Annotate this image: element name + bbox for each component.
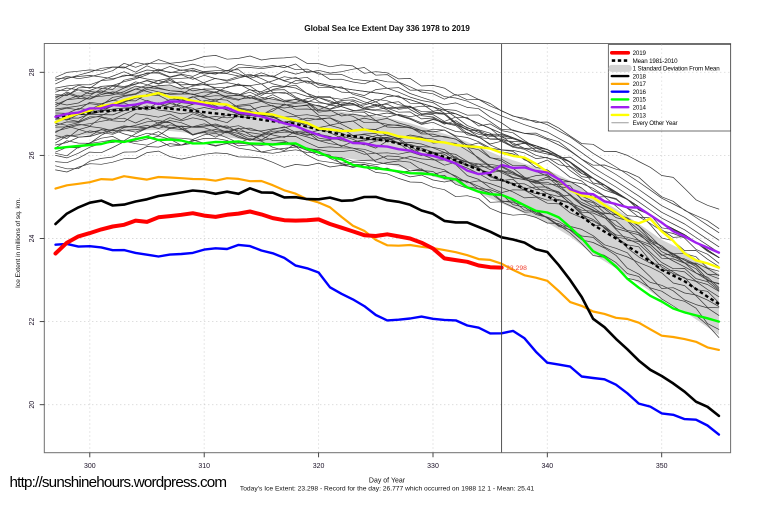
svg-text:2015: 2015 [633, 97, 647, 104]
svg-text:Today's Ice Extent: 23.298 -: Today's Ice Extent: 23.298 - Record for … [240, 486, 534, 493]
svg-text:2018: 2018 [633, 73, 647, 80]
svg-text:28: 28 [29, 68, 36, 76]
svg-text:350: 350 [656, 463, 668, 470]
svg-text:Global Sea Ice Extent Day 336: Global Sea Ice Extent Day 336 1978 to 20… [304, 23, 470, 33]
svg-text:23.298: 23.298 [506, 265, 527, 272]
svg-text:20: 20 [29, 401, 36, 409]
svg-text:26: 26 [29, 151, 36, 159]
svg-text:330: 330 [427, 463, 439, 470]
svg-text:22: 22 [29, 318, 36, 326]
svg-text:1 Standard Deviation From Mean: 1 Standard Deviation From Mean [633, 66, 721, 73]
svg-text:2019: 2019 [633, 50, 647, 57]
svg-text:Ice Extent in millions of sq.: Ice Extent in millions of sq. km. [15, 198, 22, 288]
svg-text:2016: 2016 [633, 89, 647, 96]
svg-text:Mean 1981-2010: Mean 1981-2010 [633, 58, 679, 65]
svg-text:24: 24 [29, 235, 36, 243]
svg-text:2014: 2014 [633, 104, 647, 111]
svg-text:2013: 2013 [633, 112, 647, 119]
svg-text:340: 340 [541, 463, 553, 470]
svg-text:Day of Year: Day of Year [369, 478, 406, 485]
svg-text:Every Other Year: Every Other Year [633, 120, 678, 127]
svg-text:310: 310 [198, 463, 210, 470]
svg-text:2017: 2017 [633, 81, 647, 88]
svg-text:300: 300 [84, 463, 96, 470]
svg-text:320: 320 [313, 463, 325, 470]
svg-text:http://sunshinehours.wordpress: http://sunshinehours.wordpress.com [10, 474, 227, 491]
